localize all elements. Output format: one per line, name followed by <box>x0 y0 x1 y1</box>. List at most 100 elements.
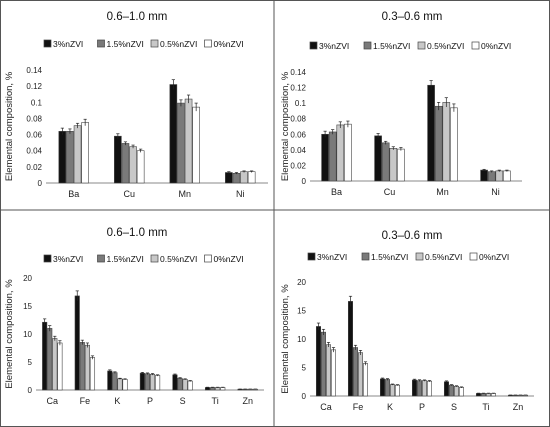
bar <box>421 380 427 397</box>
bar <box>330 349 336 397</box>
bar <box>129 146 137 184</box>
bar <box>434 105 443 182</box>
y-tick-label: 0 <box>28 386 33 395</box>
bar <box>240 171 248 184</box>
x-tick-label: Ba <box>68 189 79 199</box>
y-tick-label: 15 <box>297 307 306 316</box>
bar <box>42 321 48 391</box>
legend-entry: 0.5%nZVI <box>427 41 464 51</box>
legend-entry: 0%nZVI <box>481 41 511 51</box>
bar <box>328 131 337 182</box>
legend-swatch <box>97 39 105 48</box>
bar <box>427 84 435 182</box>
bar <box>121 143 130 184</box>
bar <box>184 98 193 184</box>
x-tick-label: S <box>180 396 186 406</box>
y-tick-label: 0.08 <box>290 115 306 124</box>
bar <box>225 172 233 184</box>
bar <box>220 387 226 391</box>
legend-swatch <box>363 41 372 50</box>
bar <box>480 169 488 182</box>
x-tick-label: Ba <box>331 187 342 197</box>
bar <box>394 384 400 397</box>
bar <box>177 377 183 391</box>
x-tick-label: K <box>387 402 393 412</box>
x-tick-label: K <box>114 396 120 406</box>
legend-swatch <box>43 254 52 263</box>
legend-entry: 0.5%nZVI <box>160 254 197 264</box>
legend-entry: 0%nZVI <box>214 39 244 49</box>
y-tick-label: 0 <box>38 179 43 188</box>
y-tick-label: 15 <box>23 302 32 311</box>
y-tick-label: 0.08 <box>26 114 42 123</box>
y-tick-label: 20 <box>297 278 306 287</box>
bar <box>210 387 216 391</box>
bar <box>379 378 385 397</box>
y-axis-label: Elemental composition, % <box>4 279 15 389</box>
x-tick-label: Mn <box>436 187 449 197</box>
bar <box>485 393 491 397</box>
legend-swatch <box>307 252 316 261</box>
y-tick-label: 0 <box>302 177 307 186</box>
legend-swatch <box>97 254 105 263</box>
bar <box>192 106 200 184</box>
bar <box>84 344 90 391</box>
bar <box>475 393 481 397</box>
bar <box>487 171 496 182</box>
bar <box>384 379 390 397</box>
bar <box>362 363 368 397</box>
bar <box>81 122 89 184</box>
chart-panel-2: 0.3–0.6 mm 3%nZVI 1.5%nZVI 0.5%nZVI 0%nZVI El… <box>280 11 522 197</box>
bar <box>232 173 241 184</box>
bar <box>397 148 405 182</box>
bar <box>58 131 67 184</box>
y-tick-label: 0.02 <box>290 161 306 170</box>
bar <box>321 133 329 182</box>
y-tick-label: 10 <box>23 330 32 339</box>
bar <box>204 387 211 391</box>
y-tick-label: 0.06 <box>26 131 42 140</box>
bar <box>89 357 96 391</box>
legend-entry: 0.5%nZVI <box>160 39 197 49</box>
y-axis-label: Elemental composition, % <box>4 71 15 181</box>
legend-swatch <box>150 39 159 48</box>
bar <box>112 372 118 391</box>
y-tick-label: 0.12 <box>290 84 306 93</box>
legend-entry: 3%nZVI <box>319 41 349 51</box>
bar <box>416 380 422 397</box>
y-tick-label: 10 <box>297 335 306 344</box>
y-tick-label: 0 <box>302 392 307 401</box>
y-tick-label: 0.04 <box>290 146 306 155</box>
bar <box>47 328 53 391</box>
bar <box>443 381 449 397</box>
legend-entry: 0%nZVI <box>214 254 244 264</box>
x-tick-label: Ni <box>491 187 500 197</box>
chart-title: 0.6–1.0 mm <box>107 227 168 239</box>
bar <box>352 347 358 397</box>
legend-swatch <box>204 39 212 48</box>
bar <box>144 373 151 391</box>
legend-swatch <box>43 39 52 48</box>
legend-entry: 1.5%nZVI <box>373 41 410 51</box>
x-tick-label: Cu <box>384 187 396 197</box>
bar <box>169 84 178 184</box>
y-tick-label: 0.1 <box>31 98 43 107</box>
x-tick-label: Ti <box>482 402 489 412</box>
bar <box>107 370 113 391</box>
bar <box>114 135 122 184</box>
bar <box>177 102 185 184</box>
y-tick-label: 0.1 <box>295 99 307 108</box>
bar <box>139 372 145 391</box>
y-tick-label: 5 <box>302 364 307 373</box>
bar <box>57 342 63 391</box>
bar <box>187 380 193 391</box>
bar <box>336 124 345 182</box>
y-tick-label: 20 <box>23 274 32 283</box>
bar <box>182 379 188 391</box>
x-tick-label: Zn <box>513 402 524 412</box>
chart-panel-1: 0.6–1.0 mm 3%nZVI 1.5%nZVI 0.5%nZVI 0%nZVI El… <box>4 11 268 199</box>
bar <box>490 393 496 397</box>
bar <box>480 393 486 397</box>
